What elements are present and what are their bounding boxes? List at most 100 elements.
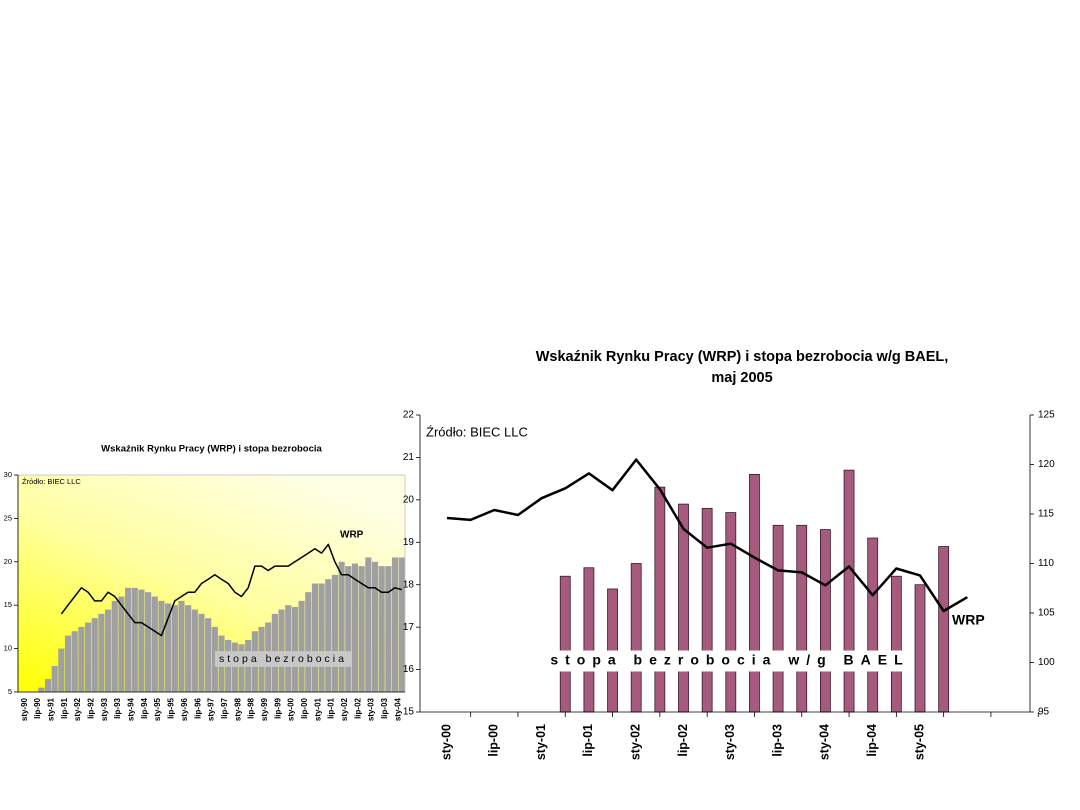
y-tick-label: 10 <box>4 644 12 653</box>
x-tick-label: lip-91 <box>60 697 69 718</box>
bar <box>44 678 52 692</box>
bar <box>318 583 325 692</box>
series-label: WRP <box>340 530 364 541</box>
x-tick-label: sty-94 <box>127 697 136 721</box>
x-tick-label: sty-02 <box>628 724 642 760</box>
y2-tick-label: 100 <box>1038 657 1055 668</box>
bar <box>654 486 666 713</box>
x-tick-label: lip-03 <box>770 724 784 757</box>
bar <box>345 566 352 692</box>
bar <box>914 584 926 713</box>
bar <box>98 613 105 692</box>
bar <box>331 574 339 692</box>
bar <box>371 561 379 692</box>
bar <box>559 575 571 713</box>
bar <box>843 469 855 713</box>
bar <box>125 587 132 692</box>
y-tick-label: 5 <box>8 687 12 696</box>
x-tick-label: sty-04 <box>393 697 402 721</box>
bar <box>198 613 205 692</box>
bar <box>867 537 879 713</box>
x-tick-label: lip-97 <box>220 697 229 718</box>
bar <box>58 648 65 692</box>
bar <box>185 605 192 692</box>
bar <box>71 631 78 692</box>
bar <box>365 557 372 692</box>
bar <box>351 563 359 692</box>
bar <box>231 642 238 692</box>
bar <box>325 579 332 692</box>
x-tick-label: sty-95 <box>153 697 162 721</box>
bar <box>701 507 713 713</box>
y-tick-label: 22 <box>403 410 415 421</box>
chart-title: maj 2005 <box>711 370 772 386</box>
y2-tick-label: 125 <box>1038 410 1055 421</box>
bar <box>796 524 808 713</box>
x-tick-label: sty-03 <box>723 724 737 760</box>
bar <box>278 609 285 692</box>
bar <box>678 503 689 713</box>
x-tick-label: lip-03 <box>380 697 389 718</box>
x-tick-label: lip-04 <box>865 724 879 757</box>
bar <box>111 600 118 692</box>
bar <box>285 605 292 692</box>
bar <box>38 687 45 692</box>
bar <box>305 592 312 692</box>
chart-title: Wskaźnik Rynku Pracy (WRP) i stopa bezro… <box>101 444 322 455</box>
bar <box>398 557 405 692</box>
x-tick-label: sty-90 <box>20 697 29 721</box>
bar <box>749 473 760 713</box>
bar <box>131 587 138 692</box>
series-label: stopa bezrobocia w/g BAEL <box>550 652 909 668</box>
x-tick-label: lip-02 <box>353 697 362 718</box>
bar <box>378 566 385 692</box>
x-tick-label: sty-98 <box>233 697 242 721</box>
x-tick-label: sty-91 <box>46 697 55 721</box>
x-tick-label: sty-92 <box>73 697 82 721</box>
x-tick-label: lip-00 <box>300 697 309 718</box>
x-tick-label: lip-01 <box>581 724 595 757</box>
bar <box>358 566 365 692</box>
y-tick-label: 20 <box>403 494 415 505</box>
x-tick-label: sty-05 <box>912 724 926 760</box>
bar <box>607 588 618 713</box>
bar <box>583 567 595 713</box>
line <box>60 543 402 637</box>
y-tick-label: 19 <box>403 537 415 548</box>
x-tick-label: sty-97 <box>207 697 216 721</box>
bar <box>151 596 158 692</box>
y2-tick-label: 110 <box>1038 558 1054 569</box>
x-tick-label: lip-00 <box>487 724 501 757</box>
bar <box>105 609 112 692</box>
series-label-box <box>546 650 914 672</box>
y-tick-label: 21 <box>403 452 415 463</box>
x-tick-label: sty-01 <box>534 724 548 760</box>
bar <box>938 546 950 713</box>
bar <box>91 618 98 692</box>
x-tick-label: sty-00 <box>439 724 453 760</box>
y2-tick-label: 115 <box>1038 509 1054 520</box>
line <box>446 458 968 613</box>
bar <box>385 566 392 692</box>
y-tick-label: 18 <box>403 579 415 590</box>
bar <box>84 622 92 692</box>
series-label: WRP <box>952 612 985 628</box>
x-tick-label: lip-95 <box>167 697 176 718</box>
x-tick-label: lip-90 <box>33 697 42 718</box>
y-tick-label: 30 <box>4 470 12 479</box>
y-tick-label: 20 <box>4 557 12 566</box>
x-tick-label: lip-99 <box>273 697 282 718</box>
bar <box>311 583 318 692</box>
y-tick-label: 15 <box>403 707 415 718</box>
x-tick-label: sty-96 <box>180 697 189 721</box>
bar <box>211 626 218 692</box>
source-note: Źródło: BIEC LLC <box>426 424 528 439</box>
y-tick-label: 15 <box>4 600 12 609</box>
series-label: stopa bezrobocia <box>219 653 347 665</box>
bar <box>178 600 185 692</box>
y2-tick-label: 105 <box>1038 608 1055 619</box>
y-tick-label: 25 <box>4 513 12 522</box>
y-tick-label: 16 <box>403 664 415 675</box>
bar <box>298 600 305 692</box>
